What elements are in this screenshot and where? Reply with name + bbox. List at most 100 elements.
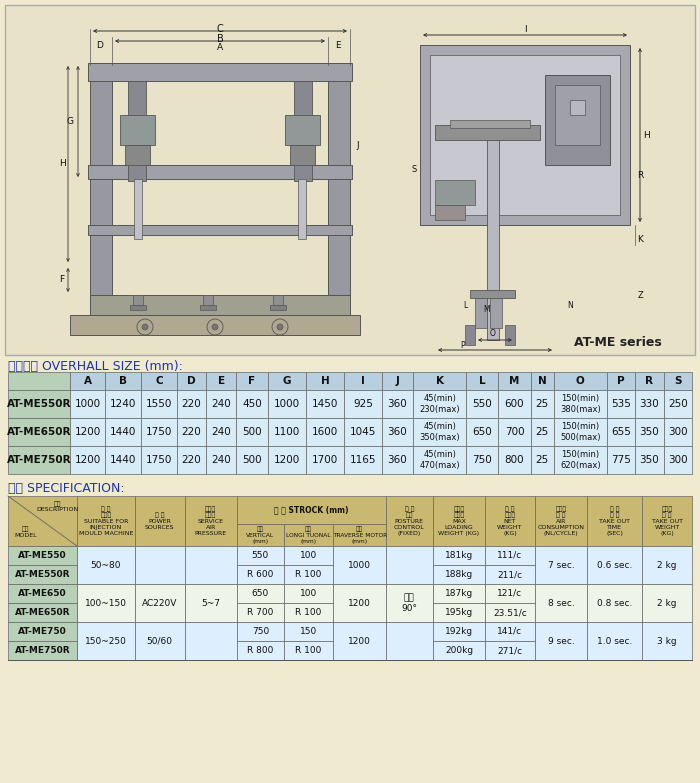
Bar [570, 100, 585, 115]
Text: 750: 750 [252, 627, 269, 636]
Bar [485, 622, 535, 641]
Text: 1440: 1440 [110, 455, 136, 465]
Text: 45(min)
230(max): 45(min) 230(max) [419, 395, 460, 413]
Bar [77, 496, 135, 546]
Text: 925: 925 [353, 399, 373, 409]
Bar [284, 565, 333, 584]
Bar [333, 546, 386, 584]
Text: 1165: 1165 [350, 455, 377, 465]
Bar [185, 496, 237, 546]
Text: R 800: R 800 [247, 646, 274, 655]
Text: 項目
DESCRIPTION: 項目 DESCRIPTION [36, 501, 79, 512]
Bar [236, 418, 268, 446]
Text: K: K [435, 376, 444, 386]
Text: 1440: 1440 [110, 427, 136, 437]
Text: 1200: 1200 [74, 455, 101, 465]
Text: 取 出
姿勢
POSTURE
CONTROL
(FIXED): 取 出 姿勢 POSTURE CONTROL (FIXED) [394, 507, 425, 536]
Bar [284, 584, 333, 603]
Bar [485, 496, 535, 546]
Text: I: I [361, 376, 365, 386]
Bar [606, 390, 635, 418]
Text: AT-ME750R: AT-ME750R [15, 646, 70, 655]
Text: S: S [412, 165, 417, 175]
Bar [333, 584, 386, 622]
Text: 188kg: 188kg [444, 570, 473, 579]
Text: 775: 775 [611, 455, 631, 465]
Bar [555, 85, 600, 145]
Bar [606, 418, 635, 446]
Text: 0.8 sec.: 0.8 sec. [597, 598, 633, 608]
Bar [635, 372, 664, 390]
Text: R 100: R 100 [295, 570, 322, 579]
Bar [535, 622, 587, 660]
Text: D: D [97, 41, 104, 49]
Text: F: F [60, 276, 64, 284]
Text: K: K [637, 236, 643, 244]
Bar [70, 418, 106, 446]
Text: 600: 600 [505, 399, 524, 409]
Bar [333, 524, 386, 546]
Text: 50~80: 50~80 [91, 561, 121, 569]
Text: 45(min)
350(max): 45(min) 350(max) [419, 422, 460, 442]
Bar [90, 65, 112, 295]
Text: 800: 800 [505, 455, 524, 465]
Text: 1750: 1750 [146, 455, 172, 465]
Text: 150: 150 [300, 627, 317, 636]
Text: AT-ME550R: AT-ME550R [15, 570, 70, 579]
Bar [498, 446, 531, 474]
Text: 271/c: 271/c [498, 646, 522, 655]
Text: 450: 450 [242, 399, 262, 409]
Bar [135, 584, 185, 622]
Bar [531, 372, 554, 390]
Bar [635, 418, 664, 446]
Text: 111/c: 111/c [497, 551, 523, 560]
Bar [433, 641, 485, 660]
Bar [8, 372, 70, 390]
Text: 1200: 1200 [348, 598, 371, 608]
Bar [141, 390, 176, 418]
Bar [470, 290, 515, 298]
Text: 1600: 1600 [312, 427, 338, 437]
Text: E: E [335, 41, 341, 49]
Bar [382, 418, 413, 446]
Text: 550: 550 [473, 399, 492, 409]
Text: G: G [283, 376, 291, 386]
Bar [8, 418, 70, 446]
Bar [606, 446, 635, 474]
Text: H: H [643, 131, 650, 139]
Bar [284, 524, 333, 546]
Text: 181kg: 181kg [444, 551, 473, 560]
Text: 300: 300 [668, 427, 687, 437]
Bar [8, 641, 77, 660]
Text: 250: 250 [668, 399, 687, 409]
Text: 500: 500 [242, 455, 262, 465]
Bar [382, 390, 413, 418]
Bar [498, 390, 531, 418]
Text: 1450: 1450 [312, 399, 338, 409]
Text: 45(min)
470(max): 45(min) 470(max) [419, 450, 460, 470]
Bar [237, 565, 284, 584]
Text: E: E [218, 376, 225, 386]
Bar [284, 641, 333, 660]
Bar [328, 65, 350, 295]
Bar [206, 446, 236, 474]
Text: AT-ME750R: AT-ME750R [6, 455, 71, 465]
Text: 195kg: 195kg [444, 608, 473, 617]
Text: J: J [357, 140, 359, 150]
Bar [185, 622, 237, 660]
Text: P: P [461, 341, 466, 349]
Text: N: N [567, 301, 573, 309]
Bar [135, 496, 185, 546]
Bar [306, 390, 344, 418]
Text: R: R [637, 171, 643, 179]
Bar [133, 295, 143, 305]
Text: 行 程 STROCK (mm): 行 程 STROCK (mm) [274, 506, 349, 514]
Text: 最大抜
取重量
MAX
LOADING
WEIGHT (KG): 最大抜 取重量 MAX LOADING WEIGHT (KG) [438, 507, 480, 536]
Text: L: L [479, 376, 486, 386]
Text: S: S [674, 376, 682, 386]
Bar [106, 446, 141, 474]
Bar [382, 446, 413, 474]
Bar [88, 63, 352, 81]
Bar [206, 390, 236, 418]
Bar [535, 584, 587, 622]
